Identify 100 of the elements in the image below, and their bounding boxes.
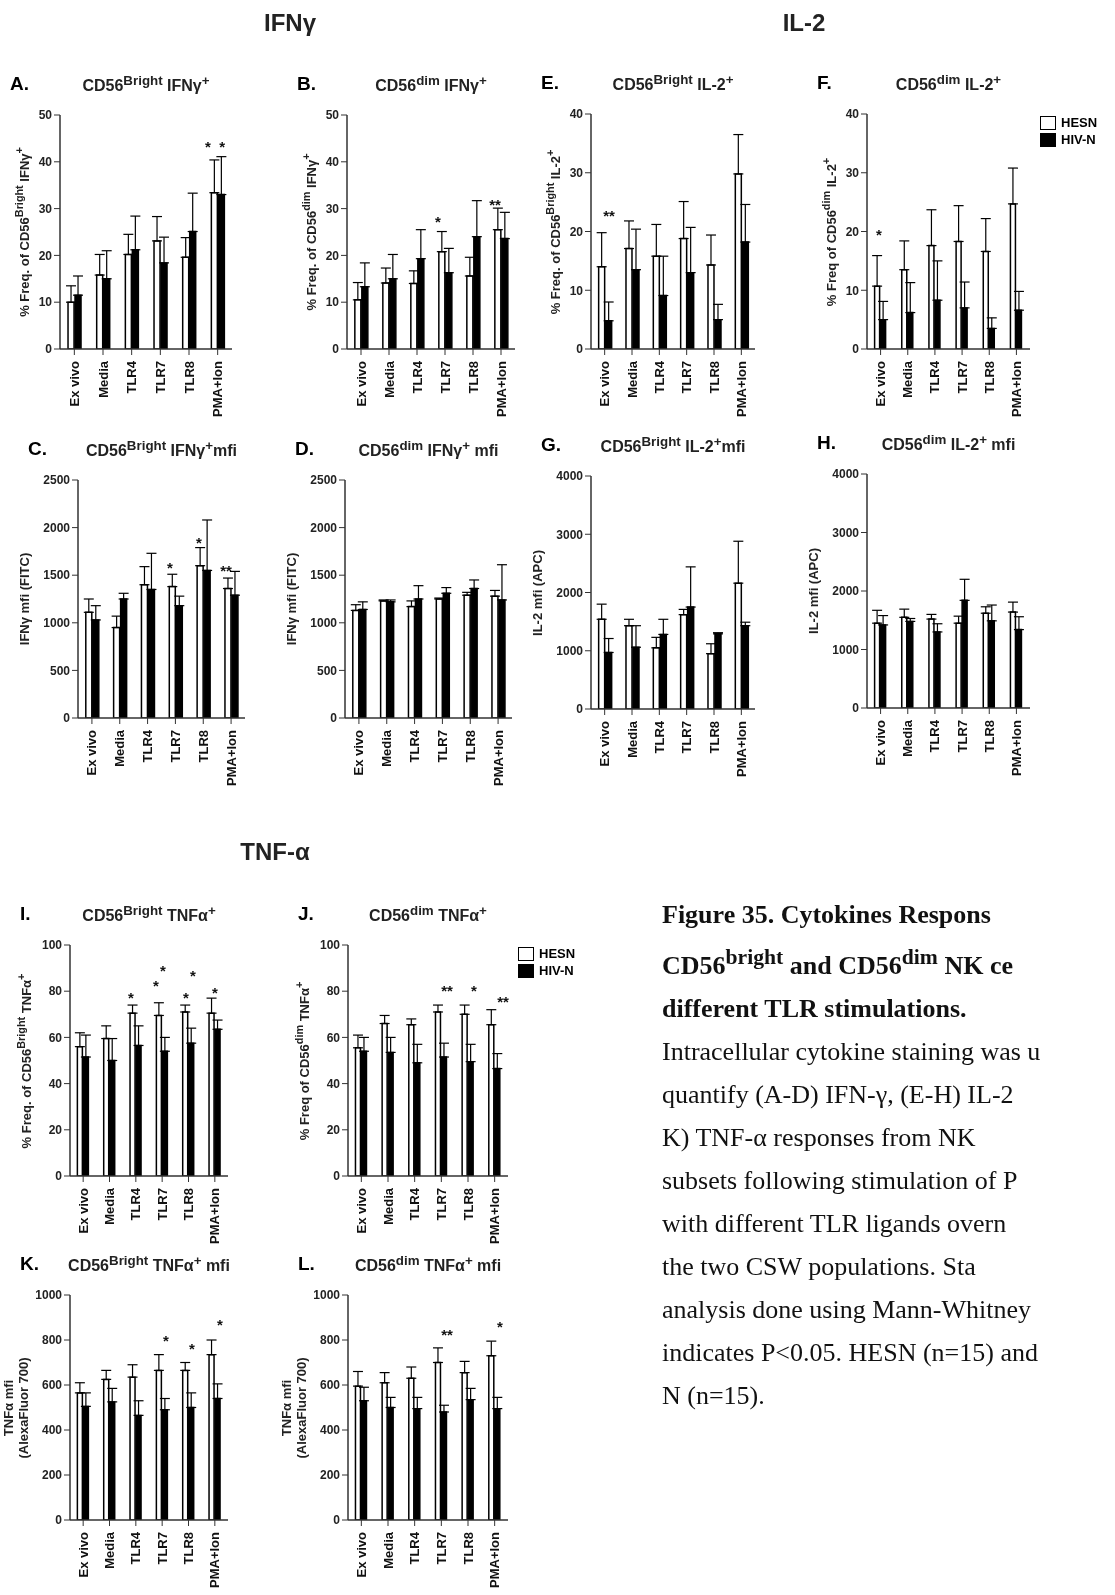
annotation: *	[435, 212, 441, 230]
y-tick-label: 1000	[832, 642, 860, 657]
y-tick-label: 50	[325, 108, 340, 123]
x-tick-label: Media	[380, 1531, 396, 1569]
y-tick-label: 100	[41, 938, 63, 953]
annotation: **	[441, 981, 453, 999]
y-tick-label: 20	[325, 248, 340, 263]
y-tick-label: 500	[316, 663, 338, 678]
y-tick-label: 10	[569, 283, 584, 298]
x-tick-label: PMA+Ion	[1008, 360, 1024, 417]
chart-title: CD56$^{Bright}$ IL-2$^{+}$mfi	[600, 433, 746, 457]
x-tick-label: Media	[900, 719, 916, 757]
x-tick-label: TLR7	[434, 730, 450, 763]
x-tick-label: Ex vivo	[597, 720, 613, 767]
annotation: *	[189, 1339, 195, 1357]
y-tick-label: 200	[319, 1468, 341, 1483]
text: subsets following stimulation of P	[662, 1164, 1019, 1197]
x-tick-label: TLR4	[927, 719, 943, 753]
x-tick-label: TLR4	[409, 360, 425, 394]
y-tick-label: 0	[333, 1513, 341, 1528]
x-tick-label: TLR4	[124, 360, 140, 394]
y-tick-label: 40	[569, 107, 584, 122]
text: K) TNF-α responses from NK	[662, 1121, 977, 1154]
annotation: *	[876, 225, 882, 243]
chart-title: CD56$^{dim}$ IL-2$^{+}$ mfi	[881, 431, 1016, 455]
x-tick-label: TLR7	[154, 1532, 170, 1565]
y-tick-label: 400	[319, 1423, 341, 1438]
x-tick-label: Ex vivo	[75, 1531, 91, 1578]
y-axis-title: TNFα mfi (AlexaFluor 700)	[279, 1356, 309, 1459]
y-tick-label: 20	[845, 224, 860, 239]
x-tick-label: TLR4	[128, 1187, 144, 1221]
x-tick-label: TLR8	[462, 730, 478, 763]
x-tick-label: TLR7	[437, 361, 453, 394]
text: L.	[298, 1253, 315, 1275]
x-tick-label: TLR7	[167, 730, 183, 763]
x-tick-label: TLR4	[407, 1531, 423, 1565]
x-tick-label: PMA+Ion	[487, 1531, 503, 1588]
y-tick-label: 20	[569, 224, 584, 239]
y-tick-label: 30	[38, 201, 53, 216]
x-tick-label: Media	[102, 1187, 117, 1225]
y-tick-label: 60	[326, 1030, 341, 1045]
x-tick-label: TLR7	[679, 721, 695, 754]
y-axis-title: IFNγ mfi (FITC)	[283, 552, 299, 646]
chart-title: CD56$^{Bright}$ TNFα$^{+}$ mfi	[68, 1252, 230, 1276]
annotation: *	[183, 988, 189, 1006]
x-tick-label: TLR8	[181, 1188, 196, 1221]
annotation: *	[217, 1315, 223, 1333]
text: C.	[28, 438, 47, 460]
text: with different TLR ligands overn	[662, 1207, 1008, 1240]
y-tick-label: 400	[41, 1423, 63, 1438]
x-tick-label: TLR4	[140, 729, 156, 763]
y-tick-label: 2500	[310, 473, 338, 488]
y-tick-label: 20	[38, 248, 53, 263]
x-tick-label: PMA+Ion	[207, 1187, 223, 1244]
chart-title: CD56$^{Bright}$ IL-2$^{+}$	[612, 71, 734, 95]
annotation: *	[471, 981, 477, 999]
y-tick-label: 1500	[310, 568, 338, 583]
y-tick-label: 800	[41, 1333, 63, 1348]
x-tick-label: Media	[900, 360, 916, 398]
y-tick-label: 0	[45, 342, 53, 357]
x-tick-label: PMA+Ion	[223, 729, 239, 786]
annotation: **	[441, 1325, 453, 1343]
x-tick-label: TLR8	[706, 361, 722, 394]
y-tick-label: 40	[326, 1076, 341, 1091]
annotation: **	[489, 195, 501, 213]
text: indicates P<0.05. HESN (n=15) and	[662, 1336, 1039, 1369]
x-tick-label: Ex vivo	[351, 729, 367, 776]
x-tick-label: PMA+Ion	[490, 729, 506, 786]
annotation: **	[220, 561, 232, 579]
y-tick-label: 0	[55, 1169, 63, 1184]
y-tick-label: 4000	[832, 467, 860, 482]
y-tick-label: 10	[845, 283, 860, 298]
y-tick-label: 20	[48, 1123, 63, 1138]
y-tick-label: 1000	[556, 644, 584, 659]
text: the two CSW populations. Sta	[662, 1250, 977, 1283]
x-tick-label: Ex vivo	[353, 1187, 369, 1234]
y-axis-title: TNFα mfi (AlexaFluor 700)	[1, 1356, 31, 1459]
text: analysis done using Mann-Whitney	[662, 1293, 1032, 1326]
y-tick-label: 1000	[43, 616, 71, 631]
y-tick-label: 20	[326, 1123, 341, 1138]
x-tick-label: Ex vivo	[353, 1531, 369, 1578]
x-tick-label: Ex vivo	[66, 360, 82, 407]
y-tick-label: 3000	[832, 525, 860, 540]
text: G.	[541, 434, 562, 456]
chart-title: CD56$^{dim}$ IL-2$^{+}$	[895, 71, 1002, 95]
y-tick-label: 2000	[556, 585, 584, 600]
y-tick-label: 40	[38, 155, 53, 170]
y-axis-title: IFNγ mfi (FITC)	[16, 552, 32, 646]
y-tick-label: 10	[325, 295, 340, 310]
y-tick-label: 600	[41, 1378, 63, 1393]
y-tick-label: 30	[325, 201, 340, 216]
x-tick-label: PMA+Ion	[733, 360, 749, 417]
x-tick-label: Ex vivo	[597, 360, 613, 407]
y-tick-label: 0	[330, 711, 338, 726]
y-tick-label: 60	[48, 1030, 63, 1045]
x-tick-label: TLR8	[465, 361, 481, 394]
x-tick-label: TLR8	[706, 721, 722, 754]
x-tick-label: Media	[380, 1187, 396, 1225]
x-tick-label: Media	[379, 729, 395, 767]
x-tick-label: TLR8	[195, 730, 211, 763]
